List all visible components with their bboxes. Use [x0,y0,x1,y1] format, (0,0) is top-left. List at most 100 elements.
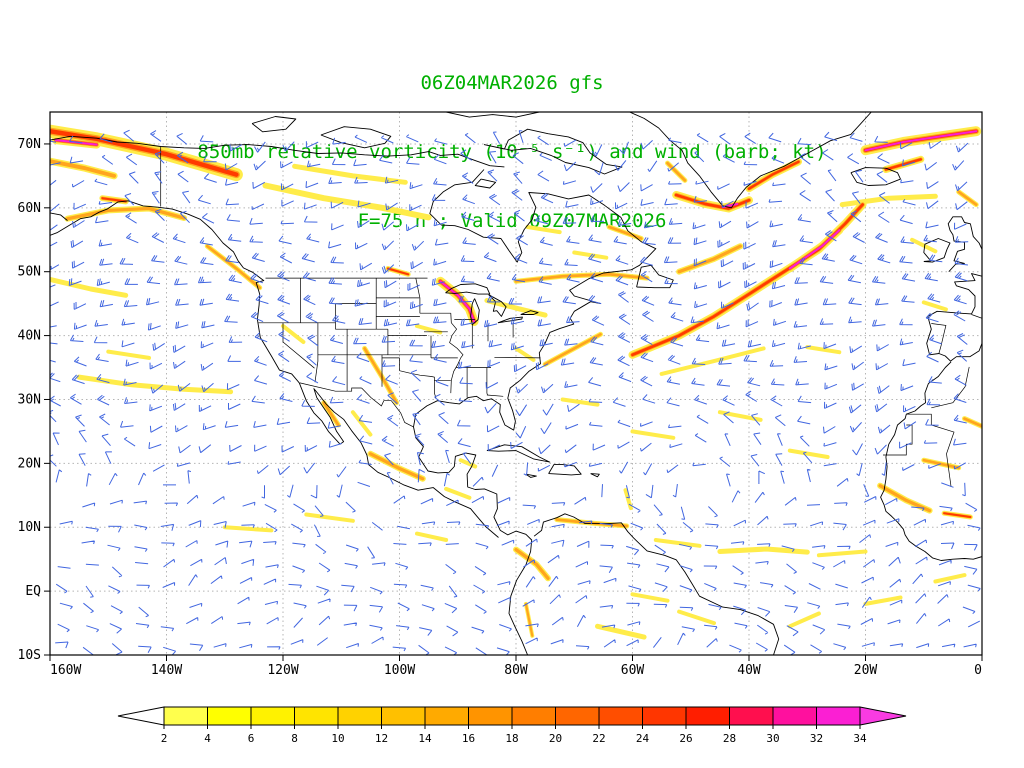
vorticity-streak [653,538,702,548]
vorticity-streak [514,547,550,580]
vorticity-streak [386,267,410,276]
border-line [931,366,970,409]
colorbar-segment [772,706,817,726]
colorbar-segment [381,706,426,726]
x-axis-label: 40W [737,663,761,678]
vorticity-streak [415,531,449,542]
vorticity-streak [922,458,961,470]
vorticity-streak [524,602,534,637]
border-line [299,382,362,392]
y-axis-label: 40N [18,329,41,344]
vorticity-streak [805,345,842,355]
border-line [931,323,947,354]
colorbar-tick-label: 16 [462,732,475,745]
vorticity-streak [322,401,340,427]
colorbar-tick-label: 26 [679,732,692,745]
y-axis-label: 10N [18,520,41,535]
x-axis-label: 80W [504,663,528,678]
colorbar-segment [250,706,295,726]
chart-title-block: 06Z04MAR2026 gfs 850mb relative vorticit… [0,26,1024,279]
border-line [494,356,541,359]
x-axis-label: 0 [974,663,982,678]
map-clip-group [50,112,982,655]
vorticity-streak [787,448,830,459]
coastline [548,464,582,476]
vorticity-streak [839,193,938,208]
vorticity-streak [572,250,609,260]
colorbar-tick-label: 28 [723,732,736,745]
y-axis-label: 10S [18,648,41,663]
vorticity-streak [292,163,408,185]
colorbar-segment [598,706,643,726]
vorticity-streak [666,161,687,182]
border-line [415,278,421,298]
y-axis-label: 30N [18,392,41,407]
vorticity-streak [943,512,972,518]
colorbar-tick-label: 12 [375,732,388,745]
vorticity-streak [560,397,600,407]
coastline [533,513,780,655]
coastline [850,167,901,186]
border-line [486,367,488,396]
y-axis-label: 60N [18,201,41,216]
coastline [251,116,297,133]
vorticity-streak [543,332,602,366]
vorticity-streak [262,182,432,221]
colorbar-tick-label: 18 [505,732,518,745]
vorticity-streak [607,225,643,240]
title-line-2: 850mb relative vorticity (10⁻⁵ s⁻¹) and … [197,141,827,163]
coastline [320,126,392,149]
vorticity-streak [674,193,751,210]
vorticity-streak [659,346,766,376]
vorticity-streak [863,595,903,606]
coastline [445,283,491,295]
border-line [314,322,319,383]
coastline [50,212,68,221]
vorticity-streak [106,349,151,360]
colorbar-segment [729,706,774,726]
colorbar-tick-label: 10 [331,732,344,745]
colorbar-segment [294,706,339,726]
vorticity-streak [630,592,670,603]
vorticity-streak [910,237,938,254]
vorticity-streak [514,346,536,362]
colorbar-tick-label: 20 [549,732,562,745]
vorticity-streak [525,225,562,235]
vorticity-streak [677,609,716,626]
vorticity-streak [444,486,472,500]
colorbar-tick-label: 2 [161,732,168,745]
coastlines-layer [50,112,982,655]
border-line [282,322,315,369]
wind-barbs-path [50,129,981,655]
vorticity-streak [101,197,127,203]
coastline [486,444,551,463]
border-line [399,370,432,377]
vorticity-streak [350,410,373,437]
coastline [947,216,982,273]
coastline [50,200,499,538]
vorticity-streak [816,549,868,558]
y-axis-label: 50N [18,265,41,280]
coastline [590,473,600,478]
coastline [50,135,505,168]
vorticity-streak [222,525,274,533]
coastline [413,169,657,655]
vorticity-streak [677,244,742,274]
border-line [361,387,414,428]
x-axis-label: 20W [854,663,878,678]
vorticity-streak [747,160,800,190]
border-line [449,313,464,394]
x-axis-label: 120W [267,663,298,678]
coastline [525,473,537,478]
vorticity-streak [363,347,398,405]
vorticity-streak [921,300,948,312]
vorticity-streak [65,206,186,221]
vorticity-streak [50,276,129,298]
vorticity-streak [281,324,306,344]
colorbar-tick-label: 30 [766,732,779,745]
axes-layer: 70N 60N 50N 40N 30N 20N 10N EQ 10S 160W 140W 120W 10… [18,111,983,678]
coastline [483,128,623,175]
coastline [636,264,674,289]
